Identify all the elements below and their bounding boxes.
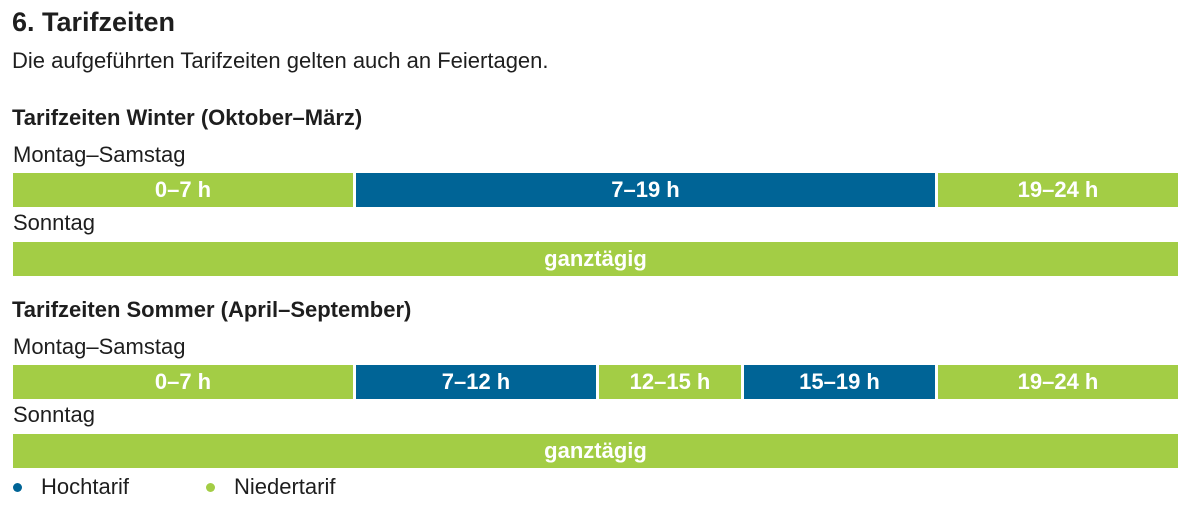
summer-title: Tarifzeiten Sommer (April–September): [12, 297, 412, 322]
summer-segment-7-12: 7–12 h: [356, 365, 596, 399]
high-tariff-dot-icon: [13, 482, 22, 492]
winter-segment-19-24: 19–24 h: [938, 173, 1178, 207]
winter-sunday-segment: ganztägig: [13, 242, 1178, 276]
low-tariff-dot-icon: [206, 482, 215, 492]
legend-low: Niedertarif: [206, 474, 335, 500]
summer-sunday-segment: ganztägig: [13, 434, 1178, 468]
section-heading: 6. Tarifzeiten: [12, 7, 176, 37]
winter-sunday-label: Sonntag: [13, 210, 95, 235]
summer-segment-19-24: 19–24 h: [938, 365, 1178, 399]
legend-high-label: Hochtarif: [41, 474, 130, 499]
summer-segment-15-19: 15–19 h: [744, 365, 935, 399]
summer-segment-0-7: 0–7 h: [13, 365, 353, 399]
summer-sunday-label: Sonntag: [13, 402, 95, 427]
intro-text: Die aufgeführten Tarifzeiten gelten auch…: [12, 48, 549, 73]
winter-title: Tarifzeiten Winter (Oktober–März): [12, 105, 363, 130]
winter-weekday-label: Montag–Samstag: [13, 142, 186, 167]
winter-segment-7-19: 7–19 h: [356, 173, 935, 207]
summer-segment-12-15: 12–15 h: [599, 365, 741, 399]
legend-high: Hochtarif: [13, 474, 129, 500]
winter-segment-0-7: 0–7 h: [13, 173, 353, 207]
legend-low-label: Niedertarif: [234, 474, 336, 499]
summer-weekday-label: Montag–Samstag: [13, 334, 186, 359]
